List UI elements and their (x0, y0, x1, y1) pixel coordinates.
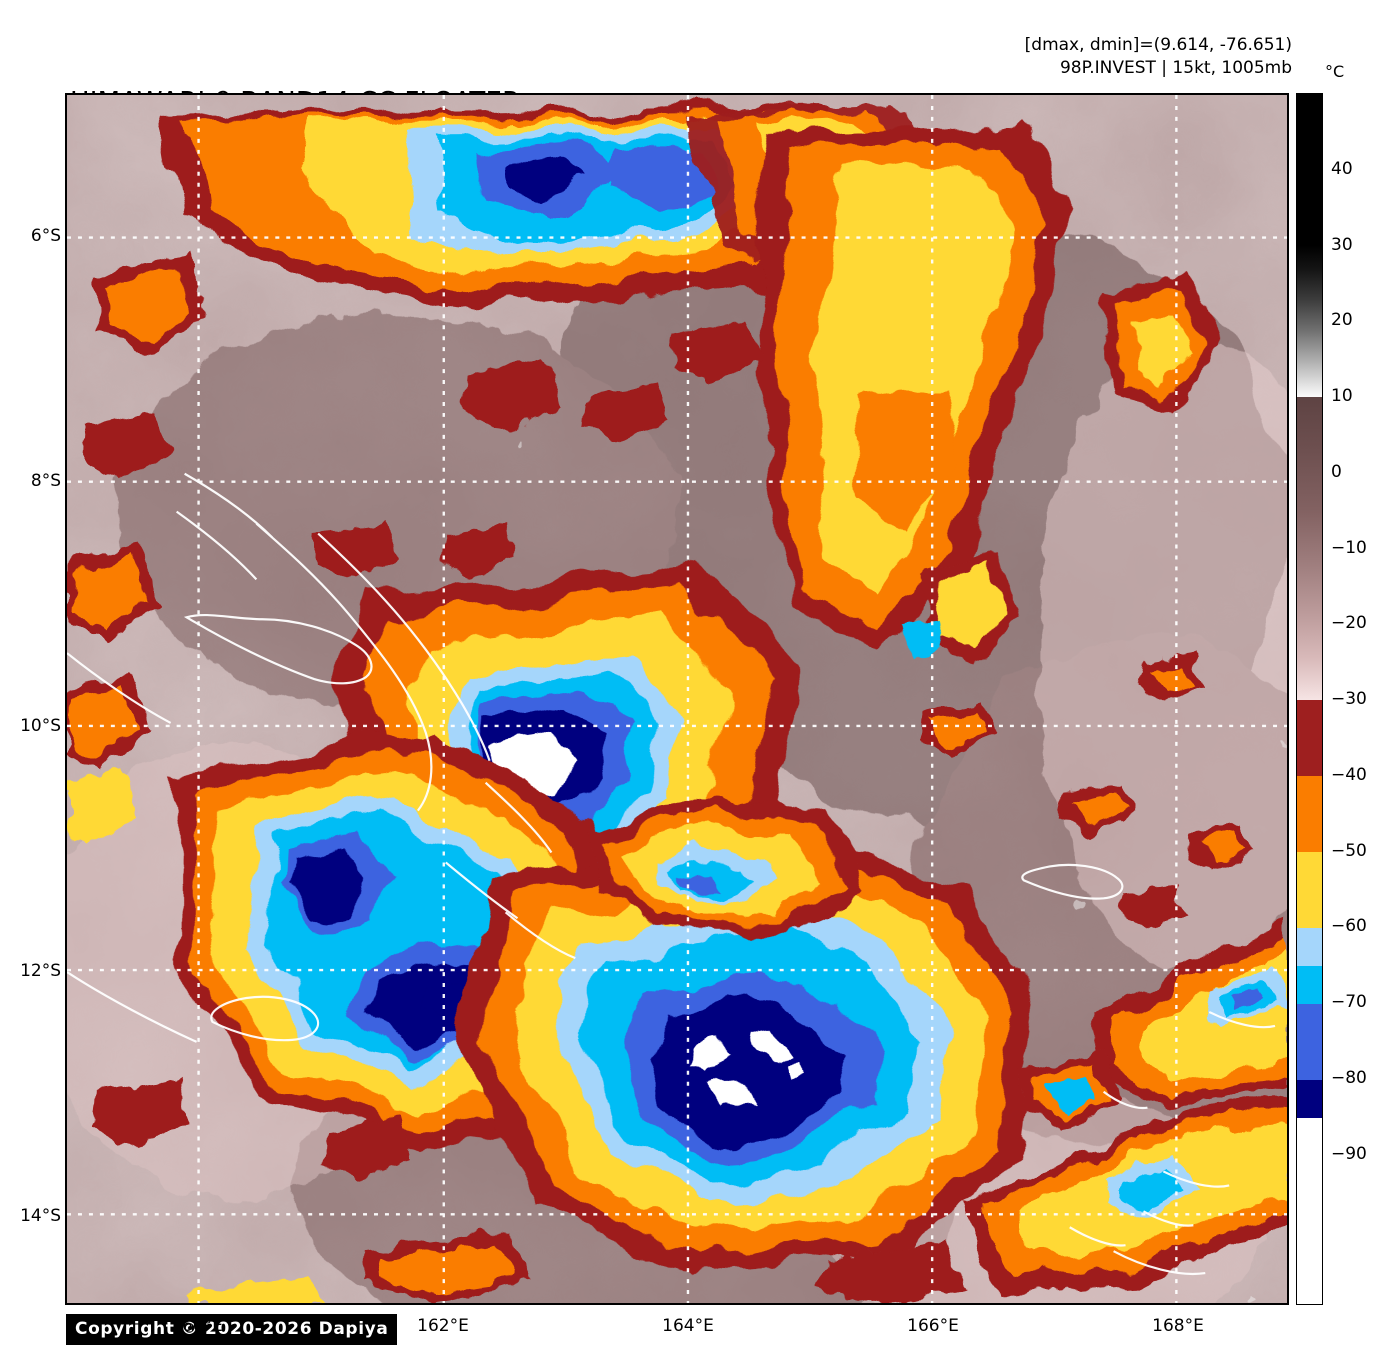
ytick-label: 8°S (30, 471, 61, 491)
cbar-band-cyan (1297, 966, 1322, 1004)
cbar-tick-label: −50 (1331, 841, 1367, 861)
cbar-gradient-brown-rose (1297, 397, 1322, 700)
cbar-band-yellow (1297, 852, 1322, 928)
ytick-label: 6°S (30, 226, 61, 246)
cbar-tick-label: −20 (1331, 613, 1367, 633)
cbar-tick-label: −60 (1331, 916, 1367, 936)
xtick-label: 160°E (171, 1316, 223, 1336)
temperature-colorbar (1296, 93, 1323, 1305)
copyright-watermark: Copyright © 2020-2026 Dapiya (66, 1314, 398, 1345)
xtick-label: 162°E (417, 1316, 469, 1336)
ytick-label: 10°S (20, 716, 61, 736)
cbar-tick-label: −30 (1331, 689, 1367, 709)
cbar-tick-label: 40 (1331, 159, 1353, 179)
cbar-tick-label: 0 (1331, 462, 1342, 482)
cbar-tick-label: −70 (1331, 992, 1367, 1012)
satellite-raster (67, 95, 1287, 1303)
cbar-band-orange (1297, 776, 1322, 852)
cbar-tick-label: −80 (1331, 1068, 1367, 1088)
xtick-label: 166°E (907, 1316, 959, 1336)
storm-info-label: 98P.INVEST | 15kt, 1005mb (1059, 58, 1292, 78)
ytick-label: 12°S (20, 961, 61, 981)
cbar-tick-label: −10 (1331, 538, 1367, 558)
cbar-tick-label: −90 (1331, 1144, 1367, 1164)
cbar-gradient-black-white (1297, 94, 1322, 397)
cbar-tick-label: 20 (1331, 310, 1353, 330)
header-right-block: [dmax, dmin]=(9.614, -76.651) 98P.INVEST… (1025, 34, 1292, 80)
cbar-band-lightblue (1297, 928, 1322, 966)
cbar-tick-label: −40 (1331, 765, 1367, 785)
cbar-band-darkred (1297, 700, 1322, 776)
cbar-band-white (1297, 1118, 1322, 1304)
ytick-label: 14°S (20, 1206, 61, 1226)
cbar-band-blue (1297, 1004, 1322, 1080)
cbar-band-navy (1297, 1080, 1322, 1118)
colorbar-unit-label: °C (1325, 62, 1345, 81)
cbar-tick-label: 30 (1331, 235, 1353, 255)
cbar-tick-label: 10 (1331, 386, 1353, 406)
satellite-image-plot[interactable] (65, 93, 1289, 1305)
data-range-label: [dmax, dmin]=(9.614, -76.651) (1024, 35, 1292, 55)
xtick-label: 164°E (662, 1316, 714, 1336)
xtick-label: 168°E (1152, 1316, 1204, 1336)
